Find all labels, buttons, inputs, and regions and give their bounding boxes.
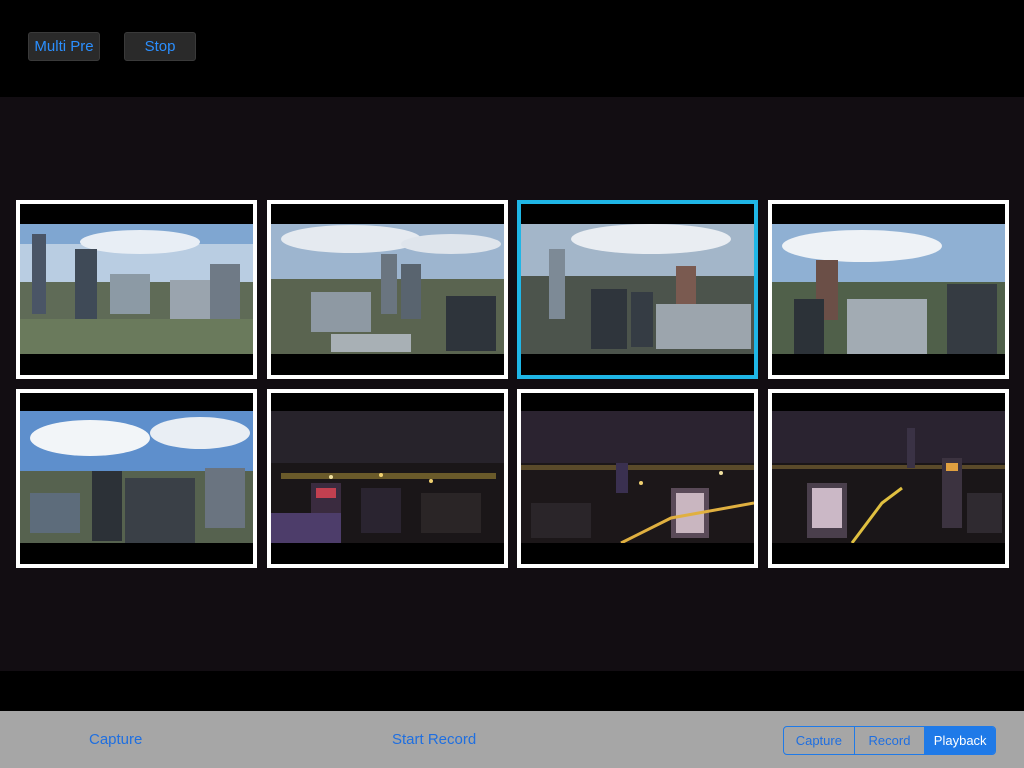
bottom-toolbar: Capture Start Record Capture Record Play… — [0, 711, 1024, 768]
video-thumbnail-7[interactable] — [517, 389, 758, 568]
thumbnail-image-day-4 — [772, 204, 1005, 375]
video-thumbnail-6[interactable] — [267, 389, 508, 568]
thumbnail-image-night-8 — [772, 393, 1005, 564]
thumbnail-image-day-2 — [271, 204, 504, 375]
thumbnail-image-day-3 — [521, 204, 754, 375]
stop-button[interactable]: Stop — [124, 32, 196, 61]
capture-button[interactable]: Capture — [89, 731, 143, 748]
segment-record[interactable]: Record — [853, 727, 925, 754]
thumbnail-image-night-6 — [271, 393, 504, 564]
video-thumbnail-5[interactable] — [16, 389, 257, 568]
thumbnail-image-day-1 — [20, 204, 253, 375]
video-thumbnail-4[interactable] — [768, 200, 1009, 379]
multi-preview-button[interactable]: Multi Pre — [28, 32, 100, 61]
video-thumbnail-8[interactable] — [768, 389, 1009, 568]
segment-capture[interactable]: Capture — [795, 733, 842, 748]
start-record-button[interactable]: Start Record — [392, 731, 477, 748]
video-thumbnail-3[interactable] — [517, 200, 758, 379]
mode-segmented-control: Capture Record Playback — [783, 726, 996, 755]
video-thumbnail-2[interactable] — [267, 200, 508, 379]
top-toolbar: Multi Pre Stop — [0, 0, 1024, 97]
playback-gallery — [0, 97, 1024, 671]
thumbnail-image-night-7 — [521, 393, 754, 564]
segment-playback[interactable]: Playback — [924, 727, 995, 754]
video-thumbnail-1[interactable] — [16, 200, 257, 379]
thumbnail-image-day-5 — [20, 393, 253, 564]
